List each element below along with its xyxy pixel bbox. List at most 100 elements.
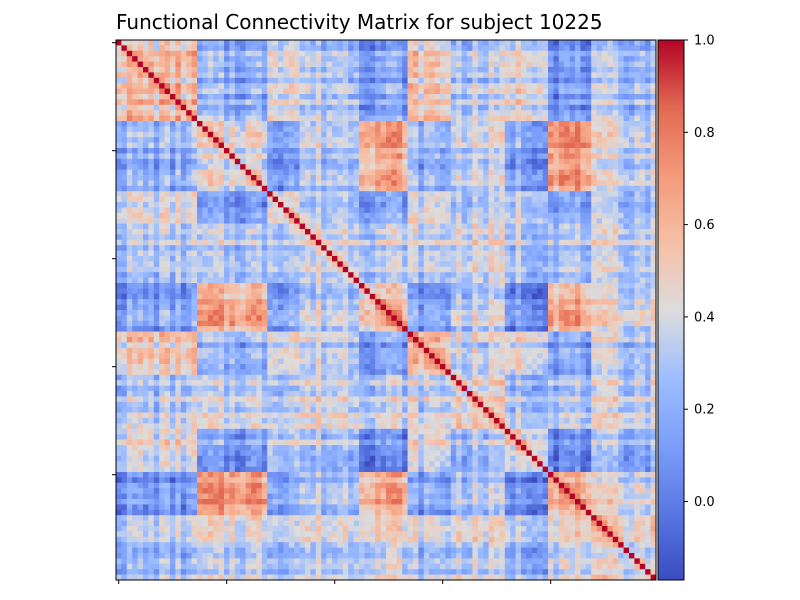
heatmap-cell — [197, 261, 203, 268]
heatmap-cell — [305, 142, 311, 149]
heatmap-cell — [310, 72, 317, 79]
heatmap-cell — [629, 283, 635, 289]
heatmap-cell — [580, 94, 587, 100]
heatmap-cell — [542, 61, 549, 68]
heatmap-cell — [558, 293, 565, 300]
heatmap-cell — [213, 45, 219, 52]
heatmap-cell — [531, 148, 538, 154]
heatmap-cell — [456, 148, 462, 154]
heatmap-cell — [526, 94, 533, 100]
heatmap-cell — [137, 67, 144, 73]
heatmap-cell — [602, 250, 608, 257]
heatmap-cell — [251, 234, 257, 241]
heatmap-cell — [251, 115, 257, 122]
heatmap-cell — [483, 72, 489, 79]
heatmap-cell — [391, 245, 398, 251]
heatmap-cell — [623, 180, 630, 187]
heatmap-cell — [602, 180, 608, 187]
heatmap-cell — [375, 293, 381, 300]
heatmap-cell — [418, 153, 425, 160]
heatmap-cell — [445, 115, 452, 122]
heatmap-cell — [542, 50, 549, 57]
heatmap-cell — [461, 272, 468, 278]
heatmap-cell — [213, 88, 219, 95]
heatmap-cell — [504, 256, 511, 262]
heatmap-cell — [294, 104, 300, 111]
heatmap-cell — [256, 158, 263, 165]
heatmap-cell — [510, 94, 516, 100]
heatmap-cell — [153, 137, 160, 143]
heatmap-cell — [153, 212, 160, 219]
heatmap-cell — [175, 218, 182, 224]
heatmap-cell — [537, 272, 543, 278]
heatmap-cell — [224, 212, 230, 219]
heatmap-cell — [251, 207, 257, 214]
heatmap-cell — [499, 299, 506, 305]
heatmap-cell — [180, 191, 187, 197]
heatmap-cell — [585, 304, 592, 311]
heatmap-cell — [267, 72, 273, 79]
heatmap-cell — [645, 245, 651, 251]
heatmap-cell — [191, 196, 198, 203]
heatmap-cell — [418, 234, 425, 241]
heatmap-cell — [456, 304, 462, 311]
heatmap-cell — [305, 223, 311, 230]
heatmap-cell — [607, 126, 614, 133]
heatmap-cell — [369, 110, 376, 116]
heatmap-cell — [461, 261, 468, 268]
heatmap-cell — [267, 272, 273, 278]
heatmap-cell — [251, 67, 257, 73]
heatmap-cell — [488, 239, 495, 246]
heatmap-cell — [132, 272, 138, 278]
heatmap-cell — [548, 229, 554, 235]
heatmap-cell — [456, 94, 462, 100]
heatmap-cell — [137, 293, 144, 300]
heatmap-cell — [585, 158, 592, 165]
heatmap-cell — [234, 83, 241, 89]
heatmap-cell — [191, 72, 198, 79]
heatmap-cell — [396, 272, 403, 278]
heatmap-cell — [526, 137, 533, 143]
heatmap-cell — [591, 175, 597, 181]
heatmap-cell — [213, 126, 219, 133]
heatmap-cell — [288, 158, 295, 165]
heatmap-cell — [310, 272, 317, 278]
heatmap-cell — [386, 175, 392, 181]
heatmap-cell — [450, 218, 457, 224]
heatmap-cell — [456, 110, 462, 116]
heatmap-cell — [515, 126, 522, 133]
heatmap-cell — [202, 158, 209, 165]
heatmap-cell — [618, 175, 624, 181]
heatmap-cell — [461, 148, 468, 154]
heatmap-cell — [159, 77, 165, 84]
heatmap-cell — [542, 207, 549, 214]
heatmap-cell — [326, 67, 333, 73]
heatmap-cell — [440, 229, 446, 235]
heatmap-cell — [288, 272, 295, 278]
heatmap-cell — [251, 153, 257, 160]
heatmap-cell — [645, 277, 651, 284]
heatmap-cell — [521, 153, 527, 160]
heatmap-cell — [137, 142, 144, 149]
heatmap-cell — [467, 83, 473, 89]
heatmap-cell — [407, 266, 414, 273]
heatmap-cell — [380, 261, 387, 268]
heatmap-cell — [186, 293, 192, 300]
heatmap-cell — [294, 110, 300, 116]
heatmap-cell — [575, 77, 581, 84]
heatmap-cell — [467, 283, 473, 289]
heatmap-cell — [450, 72, 457, 79]
heatmap-cell — [180, 218, 187, 224]
heatmap-cell — [299, 110, 306, 116]
heatmap-cell — [359, 239, 365, 246]
heatmap-cell — [596, 164, 603, 170]
heatmap-cell — [434, 283, 441, 289]
heatmap-cell — [645, 256, 651, 262]
heatmap-cell — [445, 212, 452, 219]
heatmap-cell — [240, 94, 246, 100]
heatmap-cell — [288, 56, 295, 62]
heatmap-cell — [504, 158, 511, 165]
heatmap-cell — [510, 56, 516, 62]
heatmap-cell — [639, 277, 646, 284]
heatmap-cell — [137, 272, 144, 278]
